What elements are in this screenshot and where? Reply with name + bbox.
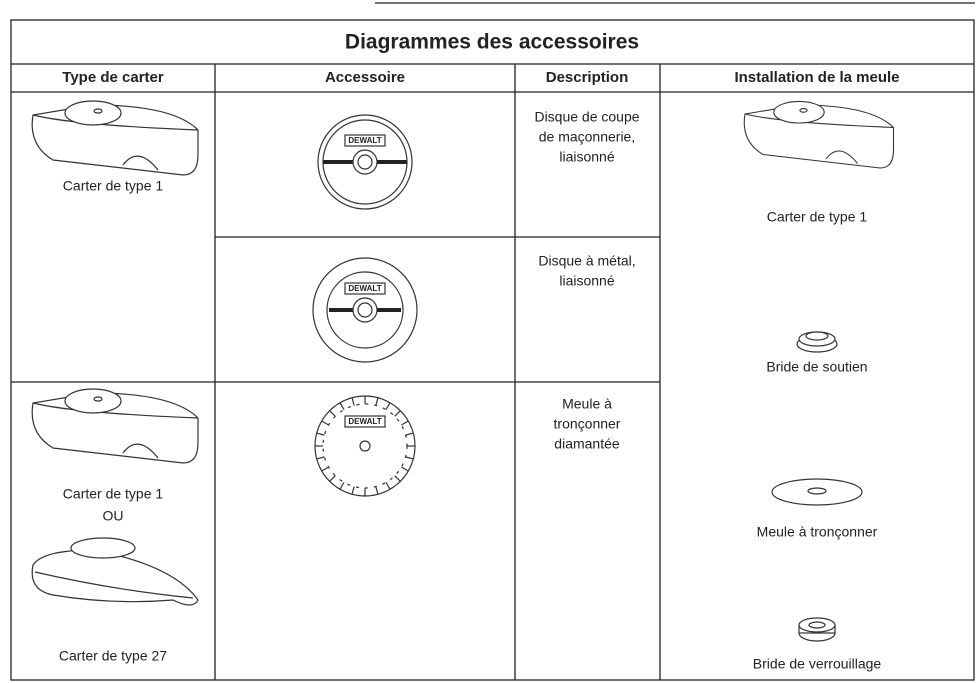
disc-segment <box>329 410 336 417</box>
cell-text: Carter de type 1 <box>767 209 868 225</box>
disc-hub <box>359 440 371 452</box>
backing-flange <box>796 331 838 353</box>
table-border <box>10 19 975 681</box>
guard-collar <box>64 388 122 414</box>
guard-icon <box>31 100 199 176</box>
lock-nut <box>798 617 836 642</box>
disc-segment <box>405 456 414 460</box>
disc-segment <box>321 466 329 472</box>
disc-segment <box>329 475 336 482</box>
guard-collar <box>64 100 122 126</box>
cell-text: liaisonné <box>559 273 614 289</box>
cell-text: tronçonner <box>554 416 621 432</box>
guard-collar <box>773 100 825 124</box>
cell-text: Description <box>546 69 629 86</box>
guard-cut <box>122 155 159 171</box>
cell-text: Type de carter <box>62 69 164 86</box>
guard-hole <box>799 108 808 113</box>
disc-segment <box>385 402 391 410</box>
cell-text: DEWALT <box>348 417 381 426</box>
disc-segment <box>385 482 391 490</box>
guard-icon <box>31 537 199 606</box>
cell-text: OU <box>103 508 124 524</box>
disc-hub-inner <box>357 154 373 170</box>
disc-segment <box>316 456 325 460</box>
cell-text: Carter de type 1 <box>63 486 164 502</box>
nut-center <box>808 621 826 629</box>
guard-cut <box>122 443 159 459</box>
disc-segment <box>339 482 345 490</box>
guard-icon <box>743 100 895 169</box>
disc-segment <box>321 420 329 426</box>
guard-lip <box>34 571 194 599</box>
cell-text: Disque de coupe <box>534 109 639 125</box>
cell-text: Disque à métal, <box>538 253 635 269</box>
cell-text: diamantée <box>554 436 620 452</box>
cell-text: DEWALT <box>348 136 381 145</box>
cell-text: Accessoire <box>325 69 405 86</box>
disc-hub-inner <box>357 302 373 318</box>
disc-segment <box>401 466 409 472</box>
disc-segment <box>351 486 355 495</box>
disc-segment <box>405 432 414 436</box>
guard-body <box>743 104 895 169</box>
cell-text: Carter de type 27 <box>59 648 167 664</box>
disc-segment <box>375 486 379 495</box>
cut-off-wheel <box>771 478 863 506</box>
disc-segment <box>394 410 401 417</box>
disc-segment <box>351 397 355 406</box>
cell-text: liaisonné <box>559 149 614 165</box>
guard-body <box>31 549 199 606</box>
cell-text: Installation de la meule <box>734 69 899 86</box>
cell-text: Meule à <box>562 396 612 412</box>
cell-text: Carter de type 1 <box>63 178 164 194</box>
guard-icon <box>31 388 199 464</box>
cell-text: de maçonnerie, <box>539 129 636 145</box>
wheel-hole <box>807 487 827 495</box>
cell-text: DEWALT <box>348 284 381 293</box>
guard-cut <box>825 150 858 164</box>
disc-segment <box>316 432 325 436</box>
guard-collar <box>70 537 136 559</box>
flange <box>805 331 829 341</box>
cell-text: Bride de verrouillage <box>753 656 882 672</box>
logo-box <box>344 282 386 295</box>
disc-segment <box>401 420 409 426</box>
logo-box <box>344 134 386 147</box>
table-title: Diagrammes des accessoires <box>345 31 639 54</box>
cell-text: Meule à tronçonner <box>757 524 878 540</box>
logo-box <box>344 415 386 428</box>
guard-hole <box>93 108 103 114</box>
cell-text: Bride de soutien <box>766 359 867 375</box>
guard-body <box>31 392 199 464</box>
guard-hole <box>93 396 103 402</box>
disc-segment <box>375 397 379 406</box>
disc-segment <box>394 475 401 482</box>
guard-body <box>31 104 199 176</box>
disc-segment <box>339 402 345 410</box>
